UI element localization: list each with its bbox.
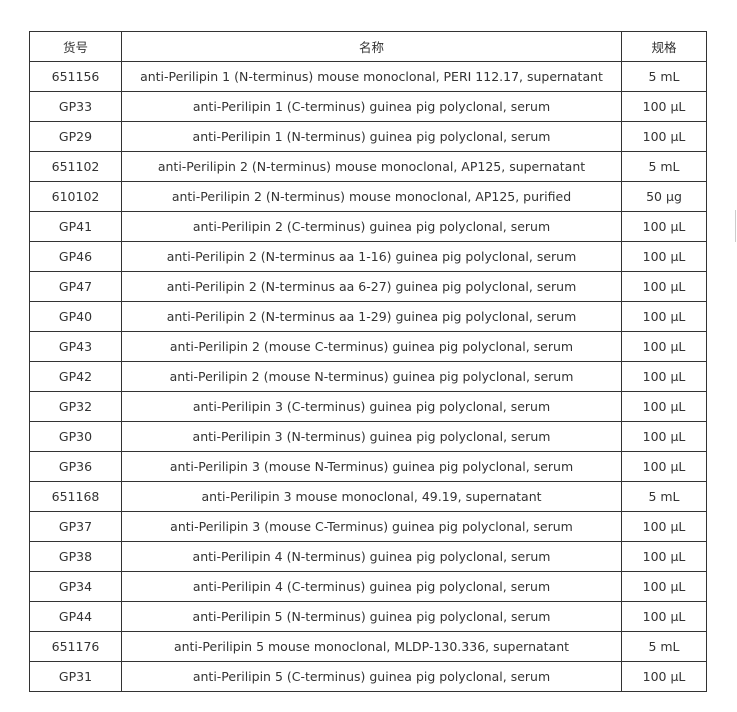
cell-size: 100 µL [621,121,707,152]
cell-catalog-number: GP41 [29,211,122,242]
table-row: GP42 anti-Perilipin 2 (mouse N-terminus) … [29,361,707,392]
cell-size: 5 mL [621,631,707,662]
cell-name: anti-Perilipin 1 (C-terminus) guinea pig… [121,91,622,122]
cell-name: anti-Perilipin 3 (N-terminus) guinea pig… [121,421,622,452]
cell-catalog-number: 651168 [29,481,122,512]
table-row: 651156 anti-Perilipin 1 (N-terminus) mous… [29,61,707,92]
cell-size: 5 mL [621,61,707,92]
cell-catalog-number: GP44 [29,601,122,632]
table-row: GP46 anti-Perilipin 2 (N-terminus aa 1-16… [29,241,707,272]
cell-name: anti-Perilipin 3 (mouse C-Terminus) guin… [121,511,622,542]
cell-size: 100 µL [621,241,707,272]
cell-catalog-number: 651156 [29,61,122,92]
cell-size: 100 µL [621,301,707,332]
cell-catalog-number: 651102 [29,151,122,182]
header-size: 规格 [621,31,707,62]
table-row: GP40 anti-Perilipin 2 (N-terminus aa 1-29… [29,301,707,332]
cell-name: anti-Perilipin 3 (mouse N-Terminus) guin… [121,451,622,482]
table-row: GP43 anti-Perilipin 2 (mouse C-terminus) … [29,331,707,362]
cell-catalog-number: GP46 [29,241,122,272]
cell-size: 100 µL [621,421,707,452]
table-row: GP47 anti-Perilipin 2 (N-terminus aa 6-27… [29,271,707,302]
cell-name: anti-Perilipin 2 (N-terminus aa 1-29) gu… [121,301,622,332]
header-name: 名称 [121,31,622,62]
cell-size: 5 mL [621,481,707,512]
cell-catalog-number: GP29 [29,121,122,152]
cell-name: anti-Perilipin 3 mouse monoclonal, 49.19… [121,481,622,512]
cell-size: 100 µL [621,211,707,242]
product-table: 货号 名称 规格 651156 anti-Perilipin 1 (N-termi… [29,31,707,692]
cell-size: 100 µL [621,451,707,482]
table-row: GP33 anti-Perilipin 1 (C-terminus) guinea… [29,91,707,122]
cell-name: anti-Perilipin 5 (C-terminus) guinea pig… [121,661,622,692]
table-row: 651102 anti-Perilipin 2 (N-terminus) mous… [29,151,707,182]
cell-name: anti-Perilipin 1 (N-terminus) guinea pig… [121,121,622,152]
table-row: GP37 anti-Perilipin 3 (mouse C-Terminus) … [29,511,707,542]
cell-size: 100 µL [621,391,707,422]
cell-size: 100 µL [621,91,707,122]
cell-catalog-number: GP32 [29,391,122,422]
cell-catalog-number: GP36 [29,451,122,482]
cell-size: 100 µL [621,601,707,632]
table-row: GP31 anti-Perilipin 5 (C-terminus) guinea… [29,661,707,692]
cell-catalog-number: GP42 [29,361,122,392]
cell-name: anti-Perilipin 4 (C-terminus) guinea pig… [121,571,622,602]
table-row: 651168 anti-Perilipin 3 mouse monoclonal,… [29,481,707,512]
cell-name: anti-Perilipin 5 mouse monoclonal, MLDP-… [121,631,622,662]
table-row: 651176 anti-Perilipin 5 mouse monoclonal,… [29,631,707,662]
cell-name: anti-Perilipin 2 (N-terminus aa 1-16) gu… [121,241,622,272]
cell-catalog-number: GP31 [29,661,122,692]
cell-catalog-number: GP37 [29,511,122,542]
cell-catalog-number: GP30 [29,421,122,452]
cell-size: 100 µL [621,571,707,602]
cell-size: 100 µL [621,361,707,392]
cell-name: anti-Perilipin 2 (N-terminus) mouse mono… [121,151,622,182]
cell-catalog-number: GP40 [29,301,122,332]
cell-catalog-number: 610102 [29,181,122,212]
cell-name: anti-Perilipin 2 (N-terminus aa 6-27) gu… [121,271,622,302]
table-row: GP32 anti-Perilipin 3 (C-terminus) guinea… [29,391,707,422]
table-row: GP41 anti-Perilipin 2 (C-terminus) guinea… [29,211,707,242]
cell-catalog-number: 651176 [29,631,122,662]
cell-size: 50 µg [621,181,707,212]
cell-catalog-number: GP38 [29,541,122,572]
cell-name: anti-Perilipin 2 (C-terminus) guinea pig… [121,211,622,242]
cell-name: anti-Perilipin 2 (mouse C-terminus) guin… [121,331,622,362]
header-row: 货号 名称 规格 [29,31,707,62]
cell-catalog-number: GP43 [29,331,122,362]
cell-size: 100 µL [621,331,707,362]
cell-catalog-number: GP33 [29,91,122,122]
table-row: GP29 anti-Perilipin 1 (N-terminus) guinea… [29,121,707,152]
table-row: 610102 anti-Perilipin 2 (N-terminus) mous… [29,181,707,212]
cell-size: 100 µL [621,661,707,692]
cell-size: 100 µL [621,511,707,542]
cell-name: anti-Perilipin 3 (C-terminus) guinea pig… [121,391,622,422]
table-row: GP36 anti-Perilipin 3 (mouse N-Terminus) … [29,451,707,482]
table-row: GP44 anti-Perilipin 5 (N-terminus) guinea… [29,601,707,632]
cell-name: anti-Perilipin 4 (N-terminus) guinea pig… [121,541,622,572]
table-row: GP30 anti-Perilipin 3 (N-terminus) guinea… [29,421,707,452]
cell-catalog-number: GP34 [29,571,122,602]
page-edge-line [735,210,736,242]
table-row: GP38 anti-Perilipin 4 (N-terminus) guinea… [29,541,707,572]
cell-catalog-number: GP47 [29,271,122,302]
table-row: GP34 anti-Perilipin 4 (C-terminus) guinea… [29,571,707,602]
cell-size: 5 mL [621,151,707,182]
cell-name: anti-Perilipin 1 (N-terminus) mouse mono… [121,61,622,92]
cell-size: 100 µL [621,271,707,302]
cell-name: anti-Perilipin 2 (mouse N-terminus) guin… [121,361,622,392]
cell-name: anti-Perilipin 2 (N-terminus) mouse mono… [121,181,622,212]
header-catalog-number: 货号 [29,31,122,62]
cell-name: anti-Perilipin 5 (N-terminus) guinea pig… [121,601,622,632]
cell-size: 100 µL [621,541,707,572]
